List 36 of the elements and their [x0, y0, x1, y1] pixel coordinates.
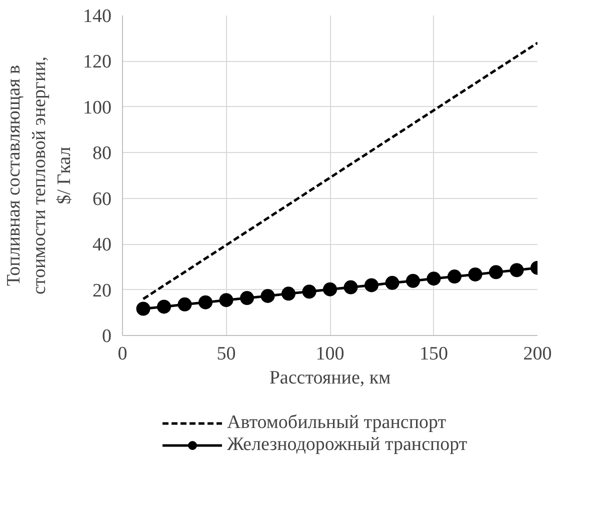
point — [489, 265, 503, 280]
x-tick-label: 50 — [216, 344, 236, 364]
point — [157, 300, 171, 314]
x-tick-label: 150 — [420, 344, 448, 364]
point — [178, 297, 192, 312]
x-axis-title: Расстояние, км — [269, 368, 391, 388]
point — [426, 272, 441, 286]
point — [344, 280, 358, 294]
point — [323, 282, 337, 296]
legend-label: Автомобильный транспорт — [227, 412, 446, 434]
point — [282, 286, 296, 301]
y-tick-label: 140 — [83, 6, 112, 27]
y-tick-label: 80 — [92, 143, 112, 164]
x-tick-label: 100 — [316, 344, 344, 364]
x-tick-label: 200 — [523, 344, 552, 364]
y-tick-label: 60 — [92, 188, 112, 210]
x-tick-label: 0 — [118, 344, 128, 364]
point — [448, 270, 462, 284]
point — [364, 278, 378, 292]
y-tick-label: 40 — [92, 234, 112, 256]
point — [240, 291, 254, 305]
y-tick-label: 20 — [92, 280, 112, 302]
point — [198, 295, 212, 310]
point — [510, 263, 524, 278]
point — [136, 302, 150, 316]
y-tick-label: 120 — [83, 52, 112, 73]
point — [468, 267, 482, 282]
y-axis-title: Топливная составляющая в стоимости тепловой энергии, $/ Гкал — [4, 56, 75, 295]
point — [302, 284, 316, 299]
y-tick-label: 100 — [83, 97, 112, 118]
point — [385, 276, 400, 290]
point — [219, 293, 234, 308]
legend-label: Железнодорожный транспорт — [227, 434, 468, 456]
point — [260, 288, 275, 303]
point — [406, 274, 420, 288]
y-tick-label: 0 — [102, 326, 112, 347]
